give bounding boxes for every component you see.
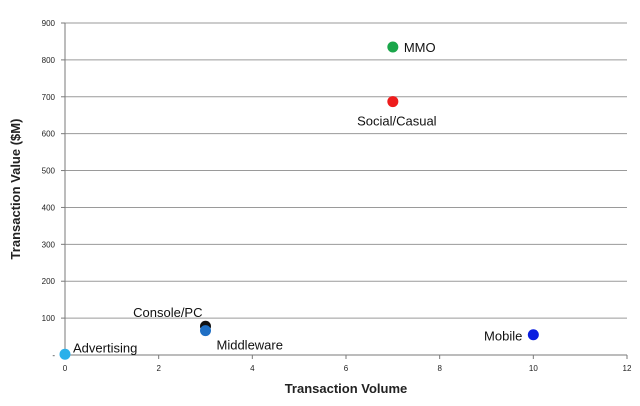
- y-tick-label: 500: [42, 167, 56, 176]
- y-tick-label: 800: [42, 56, 56, 65]
- data-point-social-casual: [387, 96, 399, 108]
- y-tick-label: 300: [42, 240, 56, 249]
- x-tick-label: 4: [250, 364, 255, 373]
- data-label-middleware: Middleware: [217, 338, 283, 353]
- x-tick-label: 12: [623, 364, 632, 373]
- grid-layer: [65, 22, 627, 319]
- tick-layer: - 100 200 300 400 500 600 700 800 900 0 2 4 6 8 10 12: [42, 19, 632, 373]
- x-tick-label: 8: [437, 364, 442, 373]
- y-tick-label: -: [52, 351, 55, 360]
- y-axis-title: Transaction Value ($M): [8, 119, 23, 260]
- x-tick-label: 6: [344, 364, 349, 373]
- y-tick-label: 100: [42, 314, 56, 323]
- x-axis-title: Transaction Volume: [285, 381, 408, 396]
- data-label-social-casual: Social/Casual: [357, 114, 437, 129]
- x-tick-label: 2: [156, 364, 161, 373]
- data-label-mmo: MMO: [404, 40, 436, 55]
- label-layer: MMO Social/Casual Console/PC Middleware Mobi…: [73, 40, 522, 355]
- data-label-advertising: Advertising: [73, 340, 137, 355]
- y-tick-label: 400: [42, 203, 56, 212]
- data-point-mobile: [527, 329, 539, 341]
- data-point-advertising: [59, 348, 71, 360]
- point-layer: [59, 41, 539, 360]
- y-tick-label: 600: [42, 130, 56, 139]
- y-tick-label: 700: [42, 93, 56, 102]
- data-point-mmo: [387, 41, 399, 53]
- x-tick-label: 0: [63, 364, 68, 373]
- y-tick-label: 900: [42, 19, 56, 28]
- data-label-console-pc: Console/PC: [133, 305, 202, 320]
- data-label-mobile: Mobile: [484, 329, 522, 344]
- y-tick-label: 200: [42, 277, 56, 286]
- x-tick-label: 10: [529, 364, 538, 373]
- data-point-middleware: [200, 325, 211, 337]
